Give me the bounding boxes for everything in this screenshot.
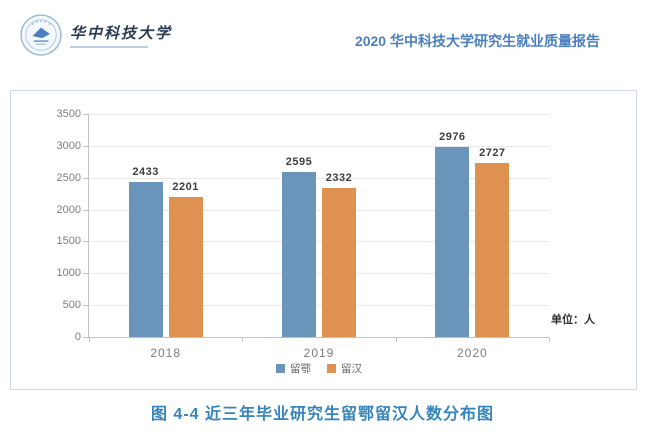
bar-value-label: 2433 <box>132 165 159 178</box>
gridline <box>89 241 549 243</box>
y-axis-tick <box>83 114 88 115</box>
x-axis-tick <box>242 338 244 342</box>
y-axis-tick <box>83 337 88 338</box>
x-axis-category-label: 2018 <box>150 346 182 360</box>
legend-swatch <box>276 364 285 373</box>
bar-留鄂-2019 <box>282 171 316 337</box>
x-axis-category-label: 2019 <box>303 346 335 360</box>
seal-emblem-icon <box>32 27 50 39</box>
y-axis-tick-label: 500 <box>62 299 81 312</box>
y-axis-tick <box>83 177 88 179</box>
chart-legend: 留鄂 留汉 <box>89 361 549 376</box>
y-axis-tick <box>83 273 88 275</box>
bar-留鄂-2018 <box>128 181 163 337</box>
figure-caption: 图 4-4 近三年毕业研究生留鄂留汉人数分布图 <box>150 406 495 423</box>
y-axis-tick-label: 3500 <box>56 108 81 120</box>
university-logo: 华中科技大学 <box>20 14 172 56</box>
bar-value-label: 2727 <box>479 147 506 160</box>
y-axis-tick-label: 0 <box>74 331 81 343</box>
x-axis-category-label: 2020 <box>456 346 488 360</box>
gridline <box>89 273 549 275</box>
legend-item: 留汉 <box>327 361 362 376</box>
legend-swatch <box>327 364 336 373</box>
y-axis-tick-label: 3000 <box>56 139 81 152</box>
y-axis-tick <box>83 241 88 243</box>
university-seal-icon <box>20 14 62 56</box>
gridline <box>89 305 549 307</box>
legend-label: 留鄂 <box>290 363 311 375</box>
x-axis-tick <box>395 338 397 342</box>
gridline <box>89 177 549 179</box>
y-axis-tick <box>83 305 88 307</box>
unit-label: 单位：人 <box>551 314 595 326</box>
gridline <box>89 209 549 211</box>
x-axis-tick <box>89 338 90 342</box>
bar-value-label: 2595 <box>285 155 313 168</box>
y-axis-tick-label: 1500 <box>56 235 81 248</box>
bar-留汉-2020 <box>475 163 510 337</box>
legend-label: 留汉 <box>341 363 362 375</box>
bar-留鄂-2020 <box>435 147 470 337</box>
bar-留汉-2019 <box>322 188 356 337</box>
chart-panel: 0 500 1000 1500 2000 2500 3000 3500 2433 2201 2018… <box>10 90 637 390</box>
bar-chart-plot-area: 0 500 1000 1500 2000 2500 3000 3500 2433 2201 2018… <box>57 108 550 360</box>
university-name-text: 华中科技大学 <box>70 26 173 42</box>
university-name-subline <box>70 46 148 48</box>
y-axis-line <box>88 114 89 338</box>
university-name-block: 华中科技大学 <box>70 22 172 48</box>
bar-value-label: 2201 <box>172 180 199 193</box>
y-axis-tick-label: 1000 <box>56 267 81 280</box>
x-axis-tick <box>549 338 550 342</box>
gridline <box>89 145 549 147</box>
y-axis-tick-label: 2000 <box>56 203 81 216</box>
report-title: 2020 华中科技大学研究生就业质量报告 <box>354 33 600 49</box>
x-axis-line <box>88 337 549 338</box>
legend-item: 留鄂 <box>276 361 311 376</box>
y-axis-tick <box>83 145 88 147</box>
bar-value-label: 2332 <box>325 172 353 185</box>
bar-留汉-2018 <box>168 196 203 337</box>
y-axis-tick <box>83 209 88 211</box>
y-axis-tick-label: 2500 <box>56 171 81 184</box>
gridline <box>89 114 549 115</box>
bar-value-label: 2976 <box>439 131 466 144</box>
